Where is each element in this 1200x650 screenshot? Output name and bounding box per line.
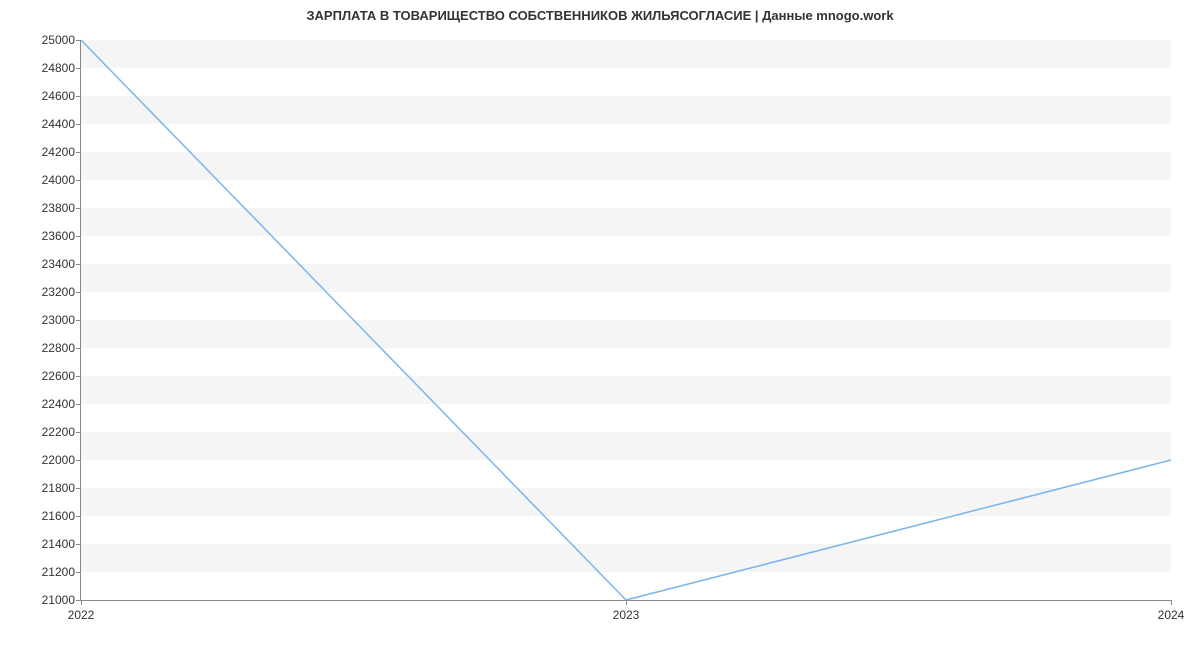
y-tick-mark [76, 96, 81, 97]
y-tick-label: 23400 [42, 257, 75, 271]
x-tick-mark [626, 600, 627, 605]
y-tick-mark [76, 180, 81, 181]
y-tick-mark [76, 572, 81, 573]
y-tick-label: 24600 [42, 89, 75, 103]
y-tick-label: 22800 [42, 341, 75, 355]
y-tick-label: 24200 [42, 145, 75, 159]
chart-line-layer [81, 40, 1171, 600]
y-tick-mark [76, 432, 81, 433]
y-tick-label: 21800 [42, 481, 75, 495]
y-tick-mark [76, 40, 81, 41]
y-tick-label: 21600 [42, 509, 75, 523]
salary-chart: ЗАРПЛАТА В ТОВАРИЩЕСТВО СОБСТВЕННИКОВ ЖИ… [0, 0, 1200, 650]
y-tick-mark [76, 376, 81, 377]
y-tick-mark [76, 236, 81, 237]
y-tick-label: 22000 [42, 453, 75, 467]
y-tick-mark [76, 488, 81, 489]
y-tick-mark [76, 68, 81, 69]
y-tick-mark [76, 404, 81, 405]
y-tick-label: 25000 [42, 33, 75, 47]
series-line-salary [81, 40, 1171, 600]
y-tick-label: 24400 [42, 117, 75, 131]
plot-area: 2100021200214002160021800220002220022400… [80, 40, 1171, 601]
y-tick-mark [76, 544, 81, 545]
y-tick-label: 22400 [42, 397, 75, 411]
y-tick-label: 23600 [42, 229, 75, 243]
y-tick-label: 21400 [42, 537, 75, 551]
y-tick-mark [76, 264, 81, 265]
x-tick-mark [81, 600, 82, 605]
y-tick-mark [76, 320, 81, 321]
y-tick-label: 22600 [42, 369, 75, 383]
y-tick-mark [76, 348, 81, 349]
y-tick-mark [76, 124, 81, 125]
chart-title: ЗАРПЛАТА В ТОВАРИЩЕСТВО СОБСТВЕННИКОВ ЖИ… [0, 8, 1200, 23]
y-tick-label: 24000 [42, 173, 75, 187]
y-tick-label: 22200 [42, 425, 75, 439]
y-tick-label: 23000 [42, 313, 75, 327]
y-tick-mark [76, 152, 81, 153]
y-tick-mark [76, 292, 81, 293]
y-tick-mark [76, 208, 81, 209]
y-tick-label: 23200 [42, 285, 75, 299]
y-tick-label: 21200 [42, 565, 75, 579]
x-tick-label: 2022 [68, 608, 95, 622]
x-tick-label: 2023 [613, 608, 640, 622]
y-tick-label: 24800 [42, 61, 75, 75]
x-tick-label: 2024 [1158, 608, 1185, 622]
y-tick-mark [76, 460, 81, 461]
x-tick-mark [1171, 600, 1172, 605]
y-tick-label: 21000 [42, 593, 75, 607]
y-tick-label: 23800 [42, 201, 75, 215]
y-tick-mark [76, 516, 81, 517]
